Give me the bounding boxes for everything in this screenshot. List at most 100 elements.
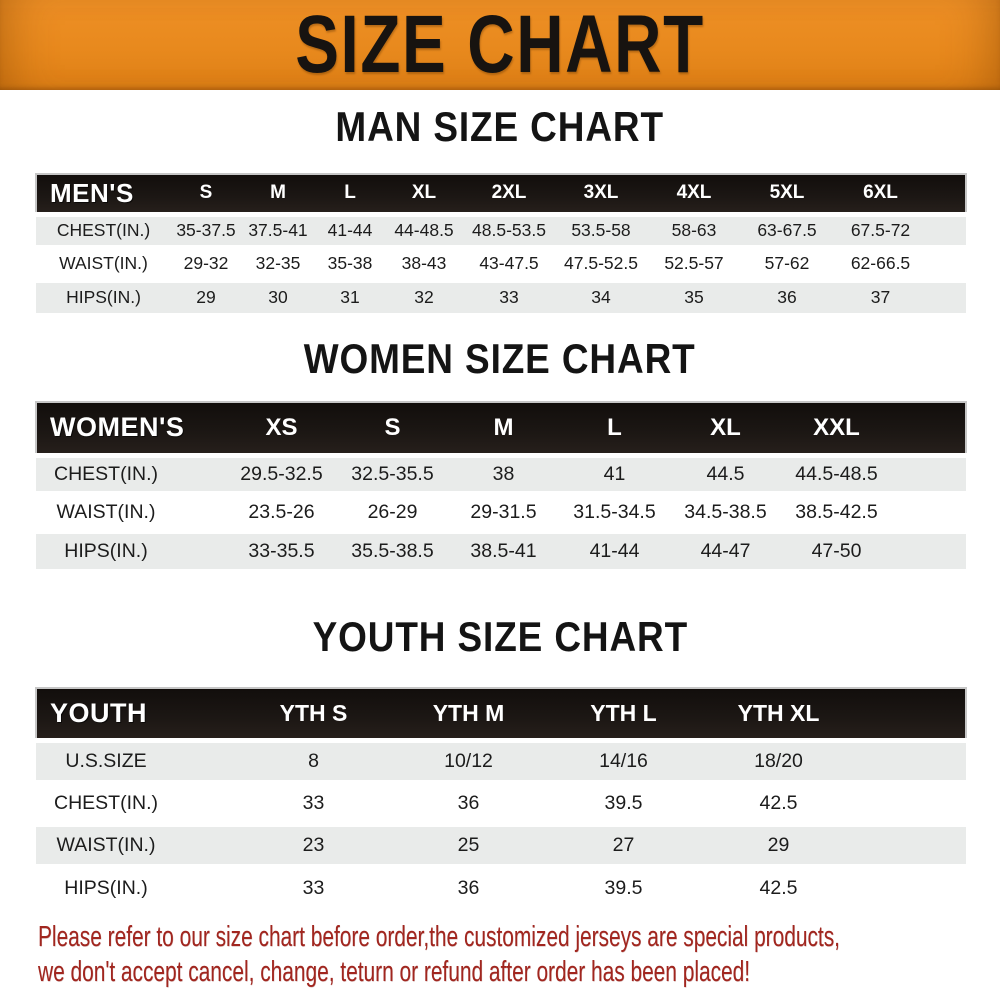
size-value-cell: 52.5-57 [647,244,741,280]
size-value-cell: 47.5-52.5 [555,244,647,280]
size-value-cell: 42.5 [701,863,856,908]
row-filler [856,737,966,782]
size-value-cell: 35 [647,277,741,313]
column-header: M [448,401,559,456]
table-row: HIPS(IN.) 33 36 39.5 42.5 [36,863,966,908]
column-header: XL [385,173,463,215]
size-value-cell: 10/12 [391,737,546,782]
column-header: XXL [781,401,892,456]
size-value-cell: 48.5-53.5 [463,211,555,247]
column-header: 2XL [463,173,555,215]
size-value-cell: 38 [448,452,559,493]
size-value-cell: 23 [236,821,391,866]
column-header: 4XL [647,173,741,215]
table-row: HIPS(IN.) 33-35.5 35.5-38.5 38.5-41 41-44 44-… [36,528,966,569]
youth-header-row: YOUTH YTH S YTH M YTH L YTH XL [35,687,967,741]
size-chart-banner: SIZE CHART [0,0,1000,90]
table-row: HIPS(IN.) 29 30 31 32 33 34 35 36 37 [36,277,966,313]
size-value-cell: 33-35.5 [226,528,337,569]
size-value-cell: 37.5-41 [241,211,315,247]
size-value-cell: 35-38 [315,244,385,280]
row-label-cell: WAIST(IN.) [36,821,236,866]
row-filler [928,211,966,247]
row-filler [892,528,966,569]
row-filler [856,821,966,866]
size-value-cell: 44-48.5 [385,211,463,247]
size-value-cell: 34.5-38.5 [670,490,781,531]
row-label-cell: U.S.SIZE [36,737,236,782]
table-row: U.S.SIZE 8 10/12 14/16 18/20 [36,737,966,782]
size-value-cell: 67.5-72 [833,211,928,247]
women-header-row: WOMEN'S XS S M L XL XXL [35,401,967,456]
column-header: YTH M [391,687,546,741]
column-header: 5XL [741,173,833,215]
size-value-cell: 38-43 [385,244,463,280]
column-header: L [559,401,670,456]
size-value-cell: 34 [555,277,647,313]
size-value-cell: 18/20 [701,737,856,782]
table-row: WAIST(IN.) 29-32 32-35 35-38 38-43 43-47.5 47.… [36,244,966,280]
row-filler [892,452,966,493]
row-filler [892,490,966,531]
size-value-cell: 63-67.5 [741,211,833,247]
section-title-women: WOMEN SIZE CHART [304,335,696,382]
size-value-cell: 38.5-41 [448,528,559,569]
column-header: S [337,401,448,456]
women-header-label: WOMEN'S [35,401,226,456]
size-value-cell: 30 [241,277,315,313]
size-value-cell: 58-63 [647,211,741,247]
youth-size-table: YOUTH YTH S YTH M YTH L YTH XL U.S.SIZE 8 10/12… [35,687,967,908]
size-value-cell: 25 [391,821,546,866]
column-header: YTH XL [701,687,856,741]
banner-title: SIZE CHART [295,0,705,90]
size-value-cell: 27 [546,821,701,866]
size-value-cell: 35.5-38.5 [337,528,448,569]
size-value-cell: 57-62 [741,244,833,280]
size-value-cell: 29 [701,821,856,866]
row-label-cell: HIPS(IN.) [36,863,236,908]
section-title-men: MAN SIZE CHART [335,103,665,150]
row-filler [928,277,966,313]
men-header-label: MEN'S [35,173,171,215]
youth-header-label: YOUTH [35,687,236,741]
column-header: 6XL [833,173,928,215]
size-value-cell: 29-31.5 [448,490,559,531]
row-label-cell: WAIST(IN.) [36,490,226,531]
size-value-cell: 53.5-58 [555,211,647,247]
size-value-cell: 41-44 [315,211,385,247]
size-value-cell: 33 [463,277,555,313]
size-value-cell: 8 [236,737,391,782]
column-header: XL [670,401,781,456]
table-row: WAIST(IN.) 23 25 27 29 [36,821,966,866]
size-value-cell: 37 [833,277,928,313]
size-value-cell: 42.5 [701,779,856,824]
table-row: CHEST(IN.) 29.5-32.5 32.5-35.5 38 41 44.5 44.5… [36,452,966,493]
row-label-cell: HIPS(IN.) [36,528,226,569]
row-label-cell: CHEST(IN.) [36,779,236,824]
header-filler [856,687,967,741]
size-value-cell: 33 [236,863,391,908]
size-value-cell: 36 [741,277,833,313]
row-filler [928,244,966,280]
size-value-cell: 44.5 [670,452,781,493]
row-filler [856,863,966,908]
size-value-cell: 39.5 [546,779,701,824]
column-header: YTH L [546,687,701,741]
size-value-cell: 36 [391,863,546,908]
size-value-cell: 39.5 [546,863,701,908]
table-row: CHEST(IN.) 33 36 39.5 42.5 [36,779,966,824]
size-value-cell: 62-66.5 [833,244,928,280]
size-value-cell: 41-44 [559,528,670,569]
men-header-row: MEN'S S M L XL 2XL 3XL 4XL 5XL 6XL [35,173,967,215]
column-header: 3XL [555,173,647,215]
size-value-cell: 41 [559,452,670,493]
row-label-cell: CHEST(IN.) [36,452,226,493]
size-value-cell: 29 [171,277,241,313]
size-value-cell: 29.5-32.5 [226,452,337,493]
section-title-youth: YOUTH SIZE CHART [312,613,688,660]
size-value-cell: 32 [385,277,463,313]
disclaimer-note: Please refer to our size chart before or… [38,920,1000,990]
size-value-cell: 14/16 [546,737,701,782]
table-row: WAIST(IN.) 23.5-26 26-29 29-31.5 31.5-34.5 34… [36,490,966,531]
